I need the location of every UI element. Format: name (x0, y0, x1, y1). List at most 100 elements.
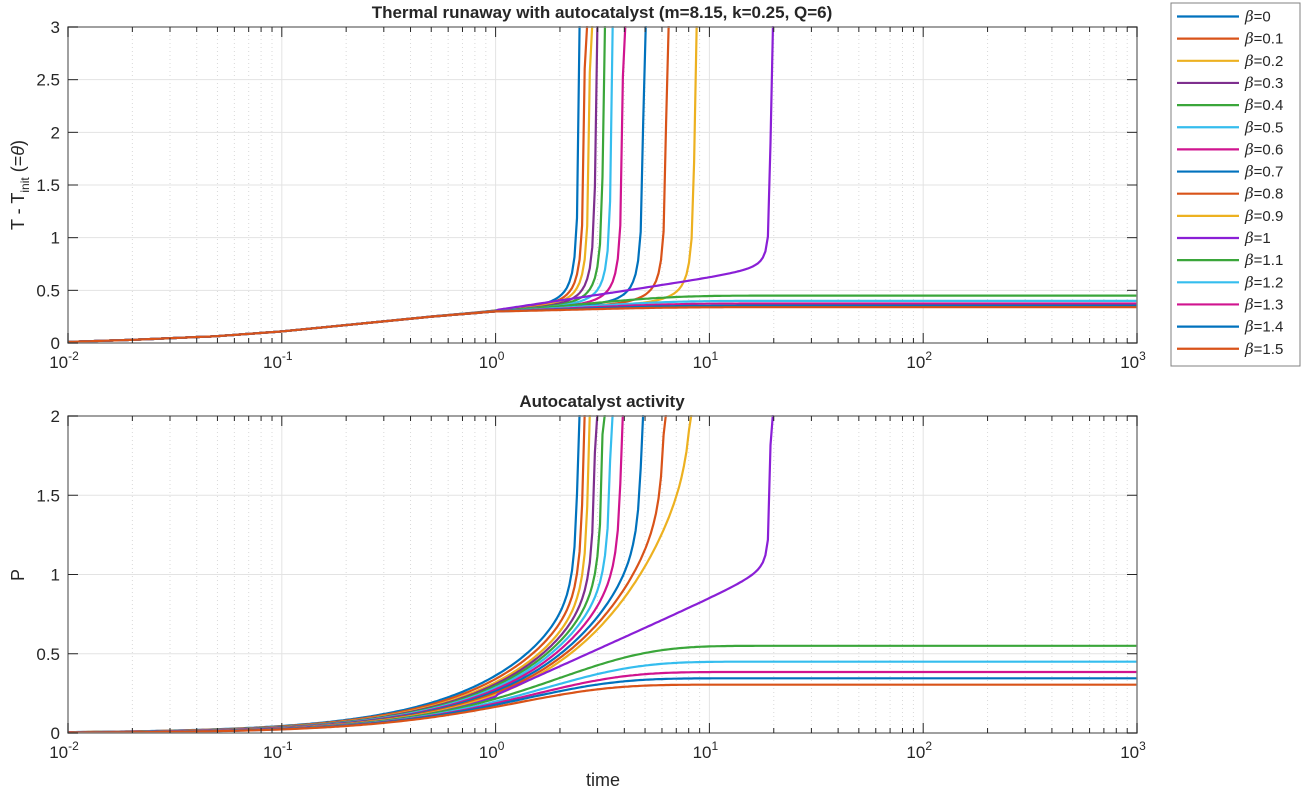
y-tick-label: 1 (51, 229, 60, 248)
y-tick-label: 0 (51, 724, 60, 743)
series-line-β=1.5 (68, 683, 1137, 733)
bottom-x-tick-labels: 10-2 10-1 100 101 102 103 (49, 739, 1146, 762)
legend-label: β=1.1 (1244, 251, 1283, 269)
y-tick-label: 2.5 (36, 71, 60, 90)
x-tick-base: 10 (479, 743, 498, 762)
legend-value: =1.3 (1254, 296, 1284, 313)
legend-beta-symbol: β (1244, 318, 1254, 336)
legend-entry[interactable]: β=0.3 (1177, 74, 1283, 92)
legend-entry[interactable]: β=0.5 (1177, 118, 1283, 136)
top-y-label-tail: (= (8, 156, 28, 178)
x-tick-base: 10 (479, 353, 498, 372)
x-tick-label: 10-1 (263, 739, 293, 762)
top-axes: 00.511.522.53 10-2 10-1 100 101 102 103 Therm… (8, 3, 1146, 372)
legend-label: β=0.3 (1244, 74, 1283, 92)
x-tick-base: 10 (693, 743, 712, 762)
series-line-β=1.4 (68, 677, 1137, 733)
legend-label: β=1.2 (1244, 273, 1283, 291)
bottom-tick-marks (67, 415, 1138, 734)
legend-label: β=1.3 (1244, 295, 1283, 313)
legend-entry[interactable]: β=1.3 (1177, 295, 1283, 313)
x-tick-label: 10-2 (49, 349, 79, 372)
x-tick-exponent: -2 (68, 739, 79, 753)
y-tick-label: 2 (51, 123, 60, 142)
legend-beta-symbol: β (1244, 52, 1254, 70)
x-tick-label: 102 (906, 349, 932, 372)
x-tick-base: 10 (1120, 353, 1139, 372)
x-tick-exponent: 0 (498, 349, 505, 363)
legend-value: =0.2 (1254, 53, 1284, 70)
x-tick-exponent: 1 (712, 349, 719, 363)
top-x-tick-labels: 10-2 10-1 100 101 102 103 (49, 349, 1146, 372)
legend-entry[interactable]: β=1.4 (1177, 318, 1283, 336)
legend-entry[interactable]: β=0.1 (1177, 30, 1283, 48)
x-tick-label: 10-1 (263, 349, 293, 372)
legend-entry[interactable]: β=0.4 (1177, 96, 1283, 114)
bottom-chart-title: Autocatalyst activity (519, 392, 685, 411)
x-tick-base: 10 (906, 353, 925, 372)
y-tick-label: 1.5 (36, 486, 60, 505)
x-tick-base: 10 (49, 743, 68, 762)
x-tick-exponent: -2 (68, 349, 79, 363)
legend-label: β=0 (1244, 8, 1271, 26)
legend-value: =0 (1254, 9, 1271, 26)
legend-label: β=0.8 (1244, 185, 1283, 203)
x-tick-exponent: 1 (712, 739, 719, 753)
x-tick-exponent: 2 (925, 739, 932, 753)
legend-entry[interactable]: β=0.9 (1177, 207, 1283, 225)
top-chart-title: Thermal runaway with autocatalyst (m=8.1… (372, 3, 833, 22)
legend-beta-symbol: β (1244, 273, 1254, 291)
x-tick-exponent: 3 (1139, 349, 1146, 363)
legend-beta-symbol: β (1244, 30, 1254, 48)
legend-beta-symbol: β (1244, 96, 1254, 114)
series-line-β=0.4 (68, 26, 607, 343)
legend-entry[interactable]: β=1.2 (1177, 273, 1283, 291)
series-line-β=0.4 (68, 415, 606, 733)
legend-beta-symbol: β (1244, 118, 1254, 136)
legend[interactable]: β=0β=0.1β=0.2β=0.3β=0.4β=0.5β=0.6β=0.7β=… (1170, 2, 1301, 367)
series-line-β=0.2 (68, 26, 594, 343)
x-tick-label: 103 (1120, 349, 1146, 372)
x-tick-exponent: 0 (498, 739, 505, 753)
x-tick-label: 102 (906, 739, 932, 762)
y-tick-label: 0.5 (36, 645, 60, 664)
x-tick-label: 103 (1120, 739, 1146, 762)
legend-entry[interactable]: β=0 (1177, 8, 1271, 26)
legend-label: β=0.9 (1244, 207, 1283, 225)
legend-label: β=0.4 (1244, 96, 1283, 114)
top-y-label-sub: init (18, 177, 32, 193)
legend-value: =1 (1254, 230, 1271, 247)
top-y-tick-labels: 0 0.5 1 1.5 2 2.5 3 (36, 18, 60, 353)
x-tick-exponent: 2 (925, 349, 932, 363)
top-series-lines (68, 26, 1137, 343)
legend-entry[interactable]: β=0.8 (1177, 185, 1283, 203)
legend-items: β=0β=0.1β=0.2β=0.3β=0.4β=0.5β=0.6β=0.7β=… (1177, 8, 1283, 358)
legend-value: =0.7 (1254, 164, 1284, 181)
bottom-y-tick-labels: 0 0.5 1 1.5 2 (36, 407, 60, 743)
legend-entry[interactable]: β=1.1 (1177, 251, 1283, 269)
legend-beta-symbol: β (1244, 207, 1254, 225)
legend-label: β=1 (1244, 229, 1271, 247)
x-tick-label: 101 (693, 739, 719, 762)
legend-entry[interactable]: β=0.2 (1177, 52, 1283, 70)
bottom-series-lines (68, 415, 1137, 733)
legend-label: β=0.6 (1244, 140, 1283, 158)
legend-beta-symbol: β (1244, 8, 1254, 26)
x-tick-base: 10 (906, 743, 925, 762)
legend-value: =1.4 (1254, 319, 1284, 336)
legend-beta-symbol: β (1244, 340, 1254, 358)
legend-beta-symbol: β (1244, 251, 1254, 269)
legend-label: β=0.7 (1244, 163, 1283, 181)
legend-label: β=0.1 (1244, 30, 1283, 48)
legend-value: =1.2 (1254, 274, 1284, 291)
series-line-β=0.5 (68, 26, 614, 343)
legend-value: =1.5 (1254, 341, 1284, 358)
legend-entry[interactable]: β=0.7 (1177, 163, 1283, 181)
legend-entry[interactable]: β=1 (1177, 229, 1271, 247)
y-tick-label: 2 (51, 407, 60, 426)
legend-beta-symbol: β (1244, 140, 1254, 158)
legend-entry[interactable]: β=0.6 (1177, 140, 1283, 158)
legend-entry[interactable]: β=1.5 (1177, 340, 1283, 358)
top-tick-marks (67, 26, 1138, 344)
